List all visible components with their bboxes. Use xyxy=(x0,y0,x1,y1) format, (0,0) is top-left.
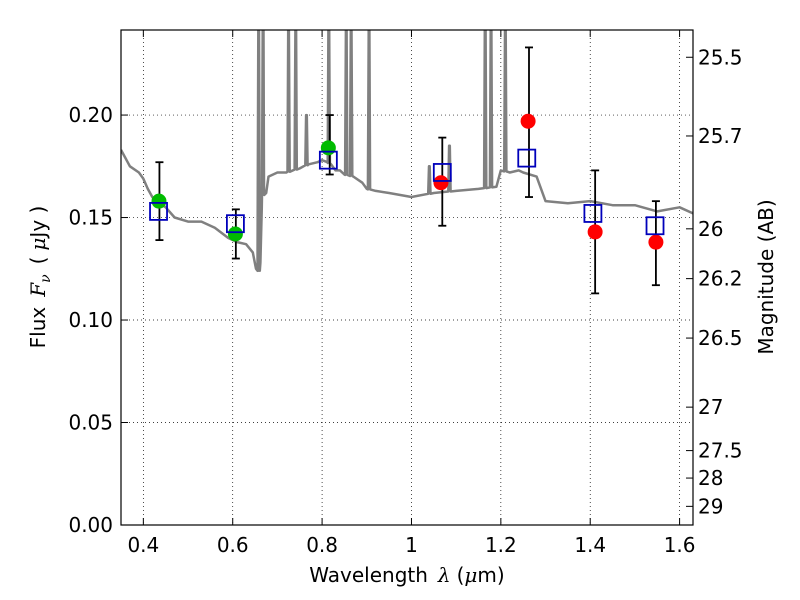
y-tick-label: 0.20 xyxy=(68,103,113,127)
y2-tick-label: 25.5 xyxy=(698,45,743,69)
markers xyxy=(149,113,665,250)
data-point-circle xyxy=(520,113,536,129)
y2-tick-label: 26 xyxy=(698,217,723,241)
y-axis-label: FluxFν(μJy ) xyxy=(26,206,54,349)
y-tick-label: 0.05 xyxy=(68,411,113,435)
y2-tick-label: 27 xyxy=(698,395,723,419)
y2-tick-label: 26.5 xyxy=(698,326,743,350)
x-tick-label: 0.6 xyxy=(217,533,249,557)
data-point-square xyxy=(318,150,338,170)
y2-axis-label: Magnitude (AB) xyxy=(754,199,778,354)
data-point-square xyxy=(149,201,168,221)
data-point-square xyxy=(432,163,452,182)
y-tick-label: 0.00 xyxy=(68,513,113,537)
data-point-circle xyxy=(227,226,243,242)
y2-tick-label: 29 xyxy=(698,494,723,518)
tick-labels: 0.4 0.6 0.8 1 1.2 1.4 1.6 0.00 0.05 0.10 0.15 0.20 2… xyxy=(68,45,742,557)
plot-background xyxy=(121,30,693,525)
y2-tick-label: 26.2 xyxy=(698,267,743,291)
y2-tick-label: 25.7 xyxy=(698,124,743,148)
model-spectrum-line xyxy=(121,30,693,273)
y-tick-label: 0.10 xyxy=(68,308,113,332)
plot-frame xyxy=(120,29,694,526)
data-point-circle xyxy=(648,234,664,250)
data-point-square xyxy=(225,214,245,234)
x-tick-label: 1.4 xyxy=(574,533,606,557)
x-tick-label: 0.8 xyxy=(306,533,338,557)
x-tick-label: 1.6 xyxy=(664,533,696,557)
data-point-square xyxy=(583,204,603,223)
grid xyxy=(121,30,693,525)
y2-tick-label: 28 xyxy=(698,466,723,490)
x-tick-label: 1.2 xyxy=(485,533,517,557)
y2-tick-label: 27.5 xyxy=(698,439,743,463)
data-point-square xyxy=(517,148,537,168)
data-point-circle xyxy=(587,224,603,240)
data-point-circle xyxy=(151,193,167,209)
data-point-circle xyxy=(320,140,336,156)
ticks xyxy=(121,30,693,526)
data-point-square xyxy=(645,216,665,236)
x-axis-label: Wavelength λ (μm) xyxy=(309,563,504,587)
x-tick-label: 1 xyxy=(405,533,418,557)
model-spectrum-layer xyxy=(121,30,693,273)
y-tick-label: 0.15 xyxy=(68,206,113,230)
data-point-circle xyxy=(433,175,449,191)
x-tick-label: 0.4 xyxy=(127,533,159,557)
